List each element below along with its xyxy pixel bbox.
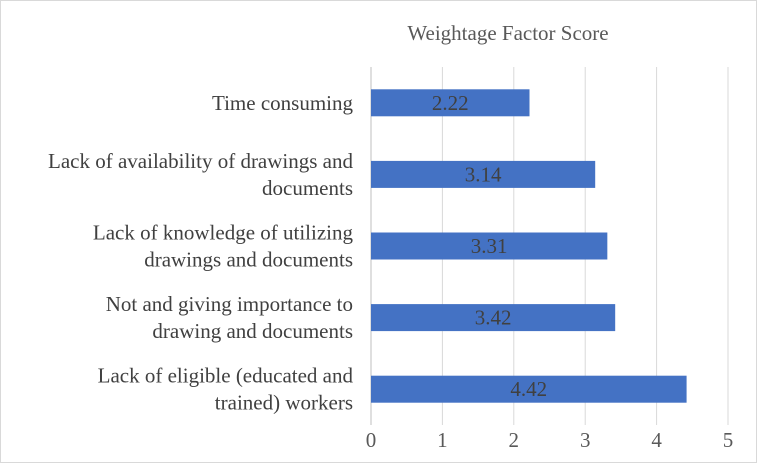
data-label: 3.31: [471, 234, 508, 258]
x-tick-label: 1: [437, 428, 448, 452]
category-label: Lack of knowledge of utilizing drawings a…: [93, 221, 354, 272]
bar: [371, 375, 687, 403]
category-label: Not and giving importance to drawing and …: [106, 292, 353, 343]
x-tick-label: 3: [580, 428, 591, 452]
category-labels: Time consuming Lack of availability of dr…: [48, 91, 353, 415]
data-label: 3.42: [475, 306, 512, 330]
chart-title: Weightage Factor Score: [407, 21, 608, 45]
x-tick-label: 4: [651, 428, 662, 452]
bar: [371, 160, 596, 188]
x-axis-ticks: 0 1 2 3 4 5: [366, 428, 734, 452]
data-label: 4.42: [510, 377, 547, 401]
x-tick-label: 0: [366, 428, 377, 452]
bar: [371, 232, 608, 260]
category-label: Lack of availability of drawings and docu…: [48, 149, 353, 200]
data-label: 3.14: [465, 162, 502, 186]
bars: 2.22 3.14 3.31 3.42 4.42: [371, 89, 687, 403]
x-tick-label: 5: [723, 428, 734, 452]
bar: [371, 89, 530, 117]
category-label: Lack of eligible (educated and trained) w…: [98, 364, 354, 415]
x-tick-label: 2: [509, 428, 520, 452]
data-label: 2.22: [432, 91, 469, 115]
category-label: Time consuming: [212, 91, 353, 115]
bar: [371, 304, 616, 332]
